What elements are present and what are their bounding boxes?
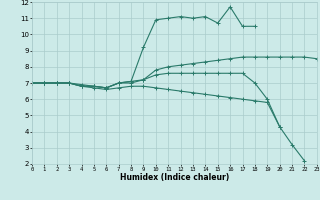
X-axis label: Humidex (Indice chaleur): Humidex (Indice chaleur) — [120, 173, 229, 182]
